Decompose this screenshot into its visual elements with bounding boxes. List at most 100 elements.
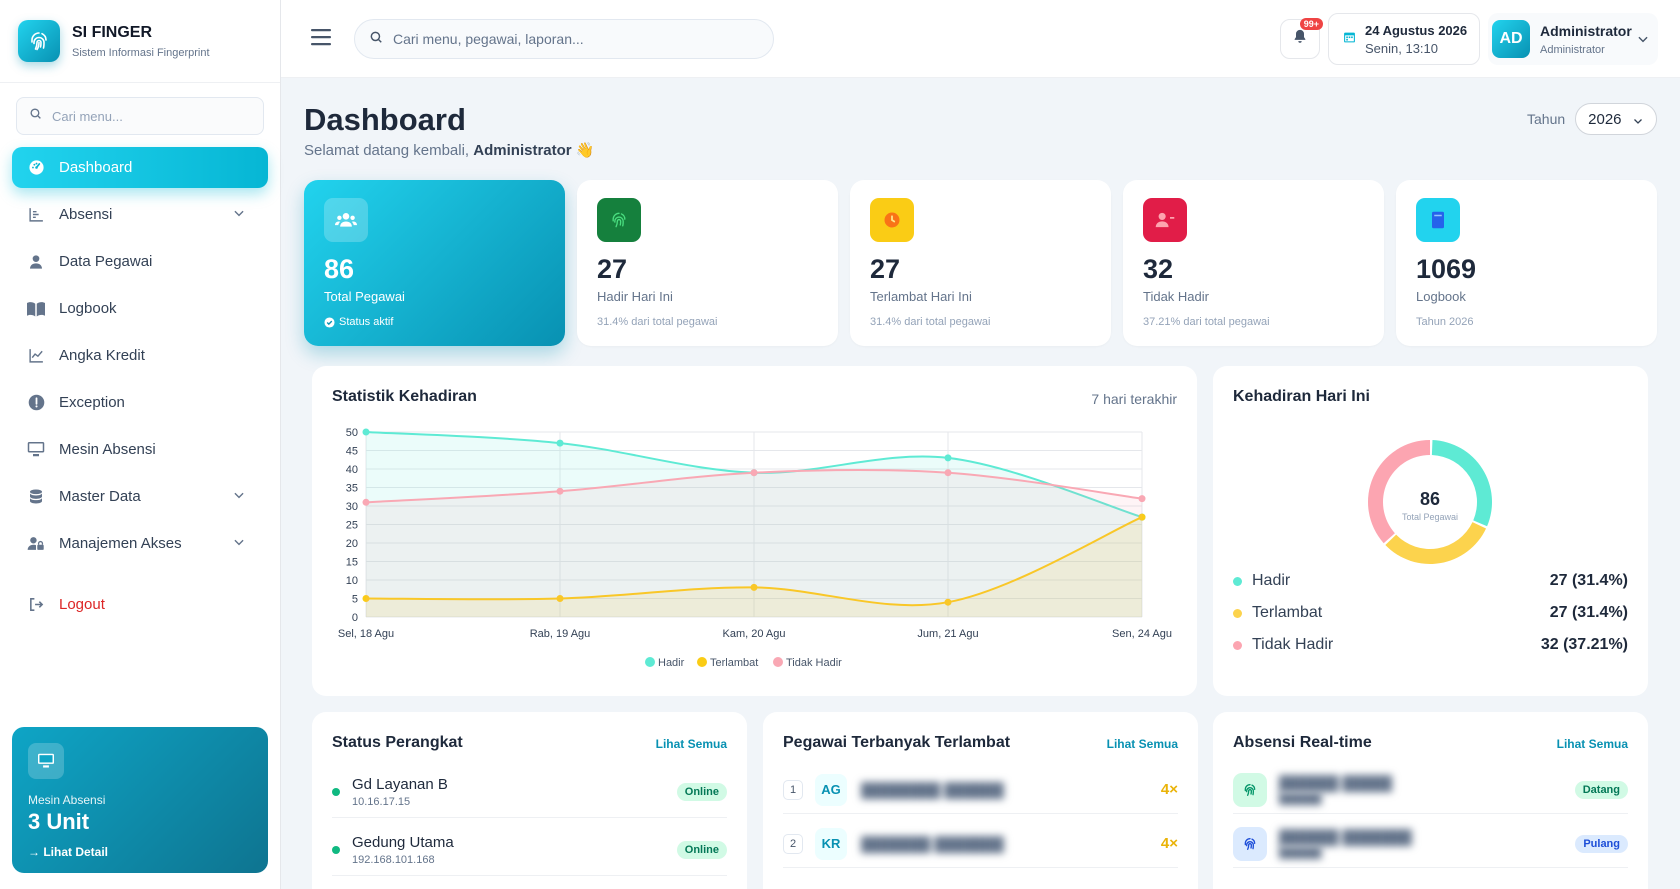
realtime-row[interactable]: ██████ █████ ██████ Datang: [1233, 766, 1628, 814]
stat-value: 86: [324, 254, 355, 284]
chart-range-label: 7 hari terakhir: [1091, 391, 1177, 407]
sidebar-item-logbook[interactable]: Logbook: [12, 288, 268, 329]
x-tick-label: Sel, 18 Agu: [338, 628, 394, 640]
stat-value: 32: [1143, 254, 1174, 284]
device-name: Gd Layanan B: [352, 775, 448, 793]
brand-subtitle: Sistem Informasi Fingerprint: [72, 46, 210, 59]
device-ip: 10.16.17.15: [352, 795, 411, 808]
data-point: [556, 595, 564, 602]
sidebar-item-data-pegawai[interactable]: Data Pegawai: [12, 241, 268, 282]
logout-button[interactable]: Logout: [12, 584, 268, 625]
stat-note: 31.4% dari total pegawai: [597, 316, 718, 328]
lihat-detail-link[interactable]: → Lihat Detail: [28, 845, 109, 859]
legend-label: Hadir: [1252, 572, 1291, 589]
stat-note-text: Status aktif: [339, 316, 394, 328]
book-icon: [27, 300, 45, 318]
sidebar-item-manajemen-akses[interactable]: Manajemen Akses: [12, 523, 268, 564]
top-header: 99+ 24 Agustus 2026 Senin, 13:10 AD Admi…: [281, 0, 1680, 78]
sidebar-item-label: Angka Kredit: [59, 347, 145, 364]
sidebar-item-mesin-absensi[interactable]: Mesin Absensi: [12, 429, 268, 470]
legend-dot: [773, 657, 783, 667]
page-subtitle: Selamat datang kembali, Administrator 👋: [304, 141, 594, 159]
sidebar-item-exception[interactable]: Exception: [12, 382, 268, 423]
subtitle-prefix: Selamat datang kembali,: [304, 142, 470, 159]
stat-value: 1069: [1416, 254, 1477, 284]
stat-note: Status aktif: [324, 316, 545, 328]
year-select[interactable]: 2026: [1575, 103, 1658, 135]
sidebar-search-input[interactable]: [52, 108, 252, 124]
stat-label: Hadir Hari Ini: [597, 289, 673, 304]
sidebar-item-dashboard[interactable]: Dashboard: [12, 147, 268, 188]
late-employee-row[interactable]: 1 AG ████████ ██████ 4×: [783, 766, 1178, 814]
lihat-semua-link[interactable]: Lihat Semua: [655, 737, 727, 751]
sidebar-item-absensi[interactable]: Absensi: [12, 194, 268, 235]
dashboard-icon: [27, 159, 45, 177]
notification-button[interactable]: 99+: [1280, 18, 1323, 59]
fingerprint-icon: [1233, 826, 1267, 861]
brand-title: SI FINGER: [72, 23, 153, 41]
stat-card-total-pegawai[interactable]: 86 Total Pegawai Status aktif: [304, 180, 565, 346]
global-search-input[interactable]: [393, 31, 753, 47]
sidebar-item-label: Master Data: [59, 488, 141, 505]
rank-number: 1: [783, 779, 803, 800]
y-tick-label: 15: [346, 557, 358, 569]
legend-dot: [645, 657, 655, 667]
monitor-icon: [27, 441, 45, 459]
user-lock-icon: [27, 535, 45, 553]
y-tick-label: 40: [346, 464, 358, 476]
series-area: [366, 469, 1142, 617]
legend-value: 27 (31.4%): [1549, 604, 1628, 621]
sidebar-item-label: Manajemen Akses: [59, 535, 182, 552]
stat-card-terlambat[interactable]: 27 Terlambat Hari Ini 31.4% dari total p…: [850, 180, 1111, 346]
sidebar-item-label: Logbook: [59, 300, 117, 317]
y-tick-label: 5: [352, 594, 358, 606]
y-tick-label: 35: [346, 483, 358, 495]
series-area: [366, 432, 1142, 617]
stat-card-tidak-hadir[interactable]: 32 Tidak Hadir 37.21% dari total pegawai: [1123, 180, 1384, 346]
card-title: Kehadiran Hari Ini: [1233, 388, 1370, 405]
legend-label: Terlambat: [710, 657, 758, 669]
user-name: Administrator: [1540, 22, 1632, 39]
legend-dot: [697, 657, 707, 667]
user-menu[interactable]: AD Administrator Administrator: [1488, 13, 1658, 65]
legend-row-hadir: Hadir 27 (31.4%): [1233, 572, 1628, 590]
device-row[interactable]: Gedung Utama 192.168.101.168 Online: [332, 824, 727, 876]
chevron-down-icon: [1636, 32, 1650, 51]
sidebar-item-master-data[interactable]: Master Data: [12, 476, 268, 517]
legend-row-tidak-hadir: Tidak Hadir 32 (37.21%): [1233, 636, 1628, 654]
stat-card-logbook[interactable]: 1069 Logbook Tahun 2026: [1396, 180, 1657, 346]
data-point: [750, 469, 758, 477]
y-tick-label: 10: [346, 575, 358, 587]
employee-initials: AG: [815, 773, 847, 806]
chevron-down-icon: [232, 535, 246, 553]
data-point: [944, 598, 952, 606]
device-row[interactable]: Gd Layanan B 10.16.17.15 Online: [332, 766, 727, 818]
promo-value: 3 Unit: [28, 809, 90, 834]
data-point: [1138, 495, 1146, 503]
realtime-row[interactable]: ██████ ███████ ██████ Pulang: [1233, 820, 1628, 868]
late-employee-row[interactable]: 2 KR ███████ ███████ 4×: [783, 820, 1178, 868]
legend-label: Terlambat: [1252, 604, 1323, 621]
logout-icon: [27, 596, 45, 614]
user-role: Administrator: [1540, 43, 1605, 56]
legend-label: Hadir: [658, 657, 685, 669]
line-chart-icon: [27, 347, 45, 365]
avatar: AD: [1492, 20, 1530, 58]
sidebar-item-label: Absensi: [59, 206, 113, 223]
legend-dot: [1233, 576, 1242, 586]
lihat-semua-link[interactable]: Lihat Semua: [1106, 737, 1178, 751]
stat-card-hadir[interactable]: 27 Hadir Hari Ini 31.4% dari total pegaw…: [577, 180, 838, 346]
status-badge: Online: [676, 782, 727, 801]
chart-bar-icon: [27, 206, 45, 224]
status-badge: Pulang: [1575, 834, 1628, 853]
redacted-time: ██████: [1279, 793, 1322, 805]
data-point: [750, 583, 758, 591]
hamburger-menu-icon[interactable]: [311, 28, 331, 51]
sidebar-item-angka-kredit[interactable]: Angka Kredit: [12, 335, 268, 376]
y-tick-label: 25: [346, 520, 358, 532]
sidebar-item-label: Dashboard: [59, 159, 133, 176]
y-tick-label: 0: [352, 612, 358, 624]
card-title: Pegawai Terbanyak Terlambat: [783, 734, 1011, 751]
lihat-semua-link[interactable]: Lihat Semua: [1556, 737, 1628, 751]
calendar-icon: [1343, 30, 1356, 49]
